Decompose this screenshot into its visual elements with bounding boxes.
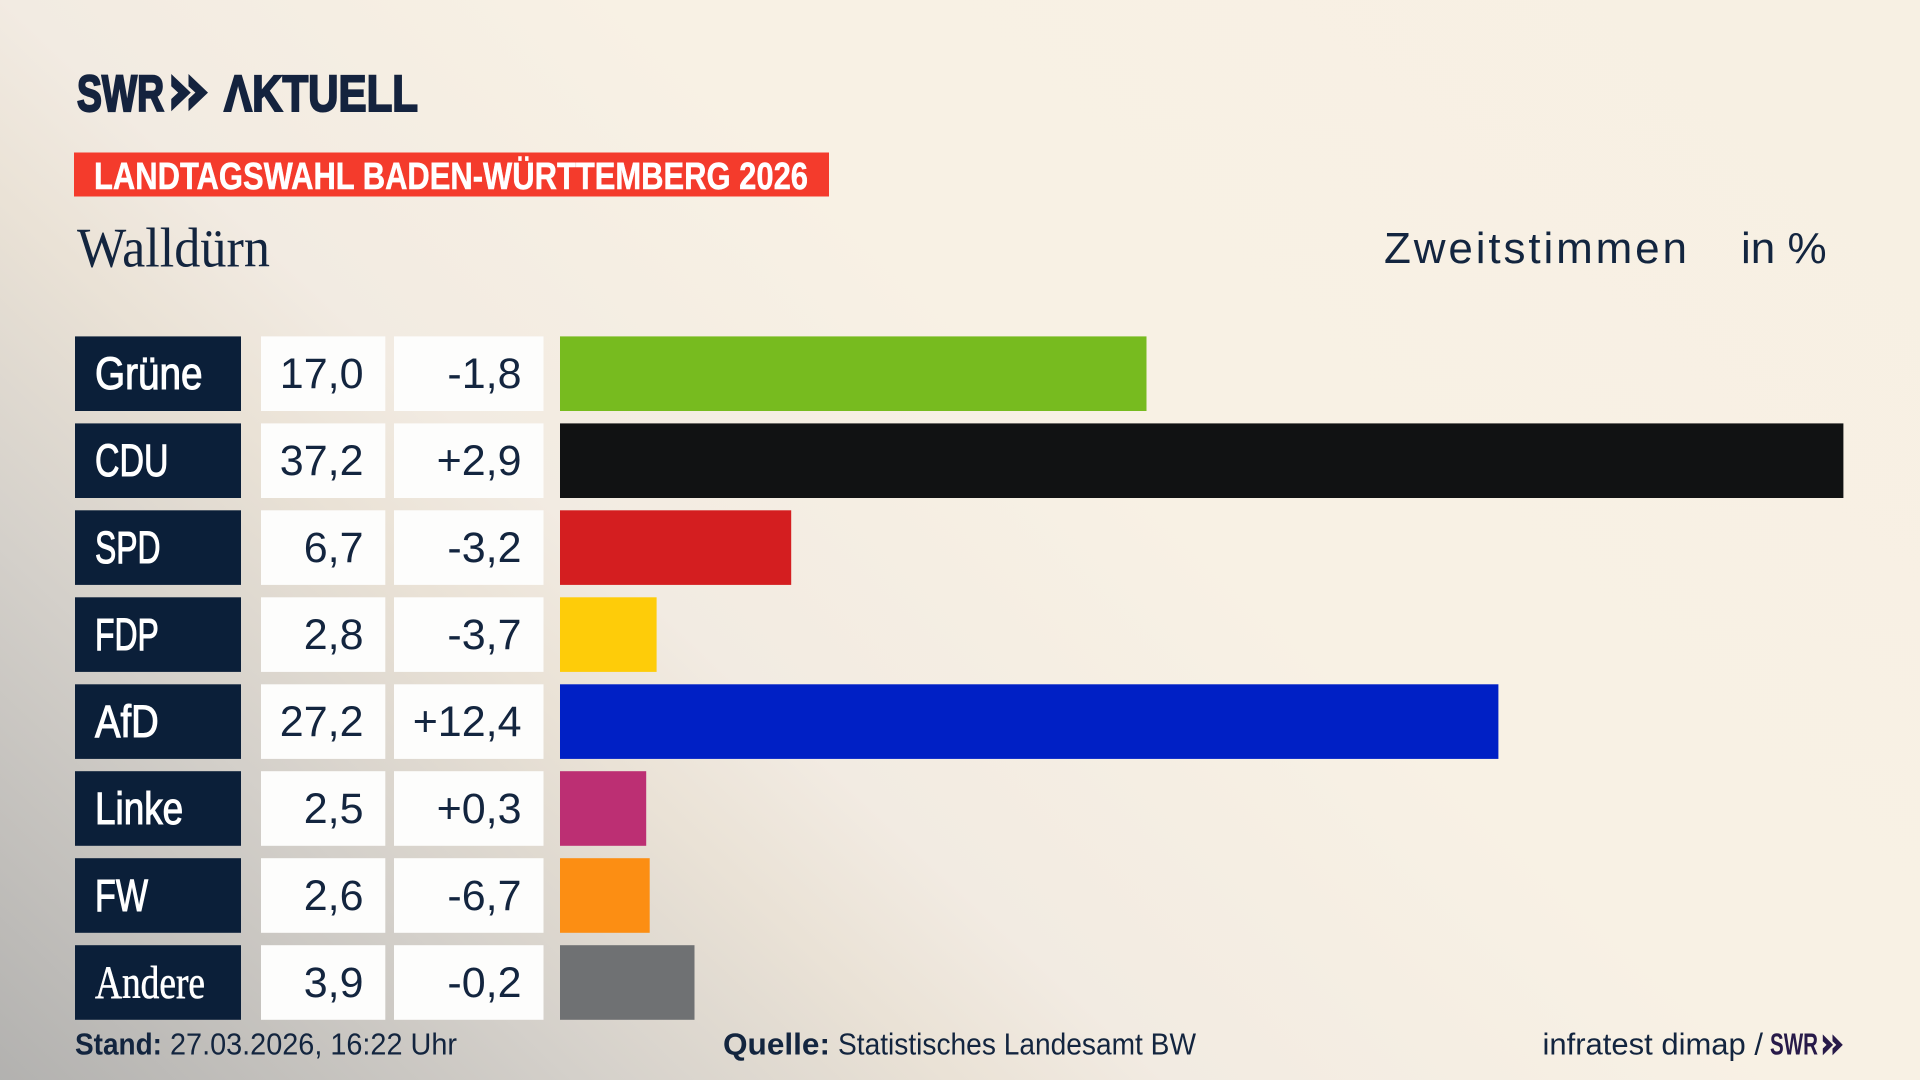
svg-text:-6,7: -6,7: [447, 872, 521, 920]
svg-text:in %: in %: [1741, 224, 1827, 273]
svg-text:ΛKTUELL: ΛKTUELL: [224, 65, 418, 122]
svg-text:AfD: AfD: [95, 696, 159, 747]
svg-text:37,2: 37,2: [280, 437, 364, 485]
svg-text:FDP: FDP: [95, 609, 159, 660]
svg-text:Walldürn: Walldürn: [77, 218, 270, 280]
svg-text:-0,2: -0,2: [447, 959, 521, 1007]
svg-text:LANDTAGSWAHL BADEN-WÜRTTEMBERG: LANDTAGSWAHL BADEN-WÜRTTEMBERG 2026: [94, 155, 808, 198]
svg-text:-3,2: -3,2: [447, 524, 521, 572]
svg-text:Grüne: Grüne: [95, 348, 203, 399]
svg-text:CDU: CDU: [95, 435, 169, 486]
svg-text:6,7: 6,7: [304, 524, 364, 572]
svg-text:SWR: SWR: [77, 65, 164, 122]
svg-text:2,8: 2,8: [304, 611, 364, 659]
svg-text:Linke: Linke: [95, 783, 183, 834]
svg-text:-1,8: -1,8: [447, 350, 521, 398]
svg-text:27,2: 27,2: [280, 698, 364, 746]
svg-text:+0,3: +0,3: [437, 785, 522, 833]
svg-text:Statistisches Landesamt BW: Statistisches Landesamt BW: [838, 1027, 1197, 1062]
svg-text:2,6: 2,6: [304, 872, 364, 920]
svg-text:-3,7: -3,7: [447, 611, 521, 659]
svg-text:infratest dimap /: infratest dimap /: [1542, 1027, 1763, 1062]
svg-text:SPD: SPD: [95, 522, 161, 573]
svg-text:FW: FW: [95, 870, 148, 921]
svg-text:27.03.2026, 16:22 Uhr: 27.03.2026, 16:22 Uhr: [170, 1027, 457, 1062]
svg-text:Zweitstimmen: Zweitstimmen: [1384, 224, 1687, 273]
svg-text:+2,9: +2,9: [437, 437, 522, 485]
svg-text:17,0: 17,0: [280, 350, 364, 398]
svg-text:3,9: 3,9: [304, 959, 364, 1007]
svg-text:2,5: 2,5: [304, 785, 364, 833]
svg-text:Stand:: Stand:: [75, 1027, 162, 1062]
svg-text:Andere: Andere: [95, 957, 205, 1009]
svg-text:+12,4: +12,4: [413, 698, 522, 746]
svg-text:SWR: SWR: [1770, 1027, 1818, 1062]
svg-text:Quelle:: Quelle:: [723, 1027, 830, 1062]
